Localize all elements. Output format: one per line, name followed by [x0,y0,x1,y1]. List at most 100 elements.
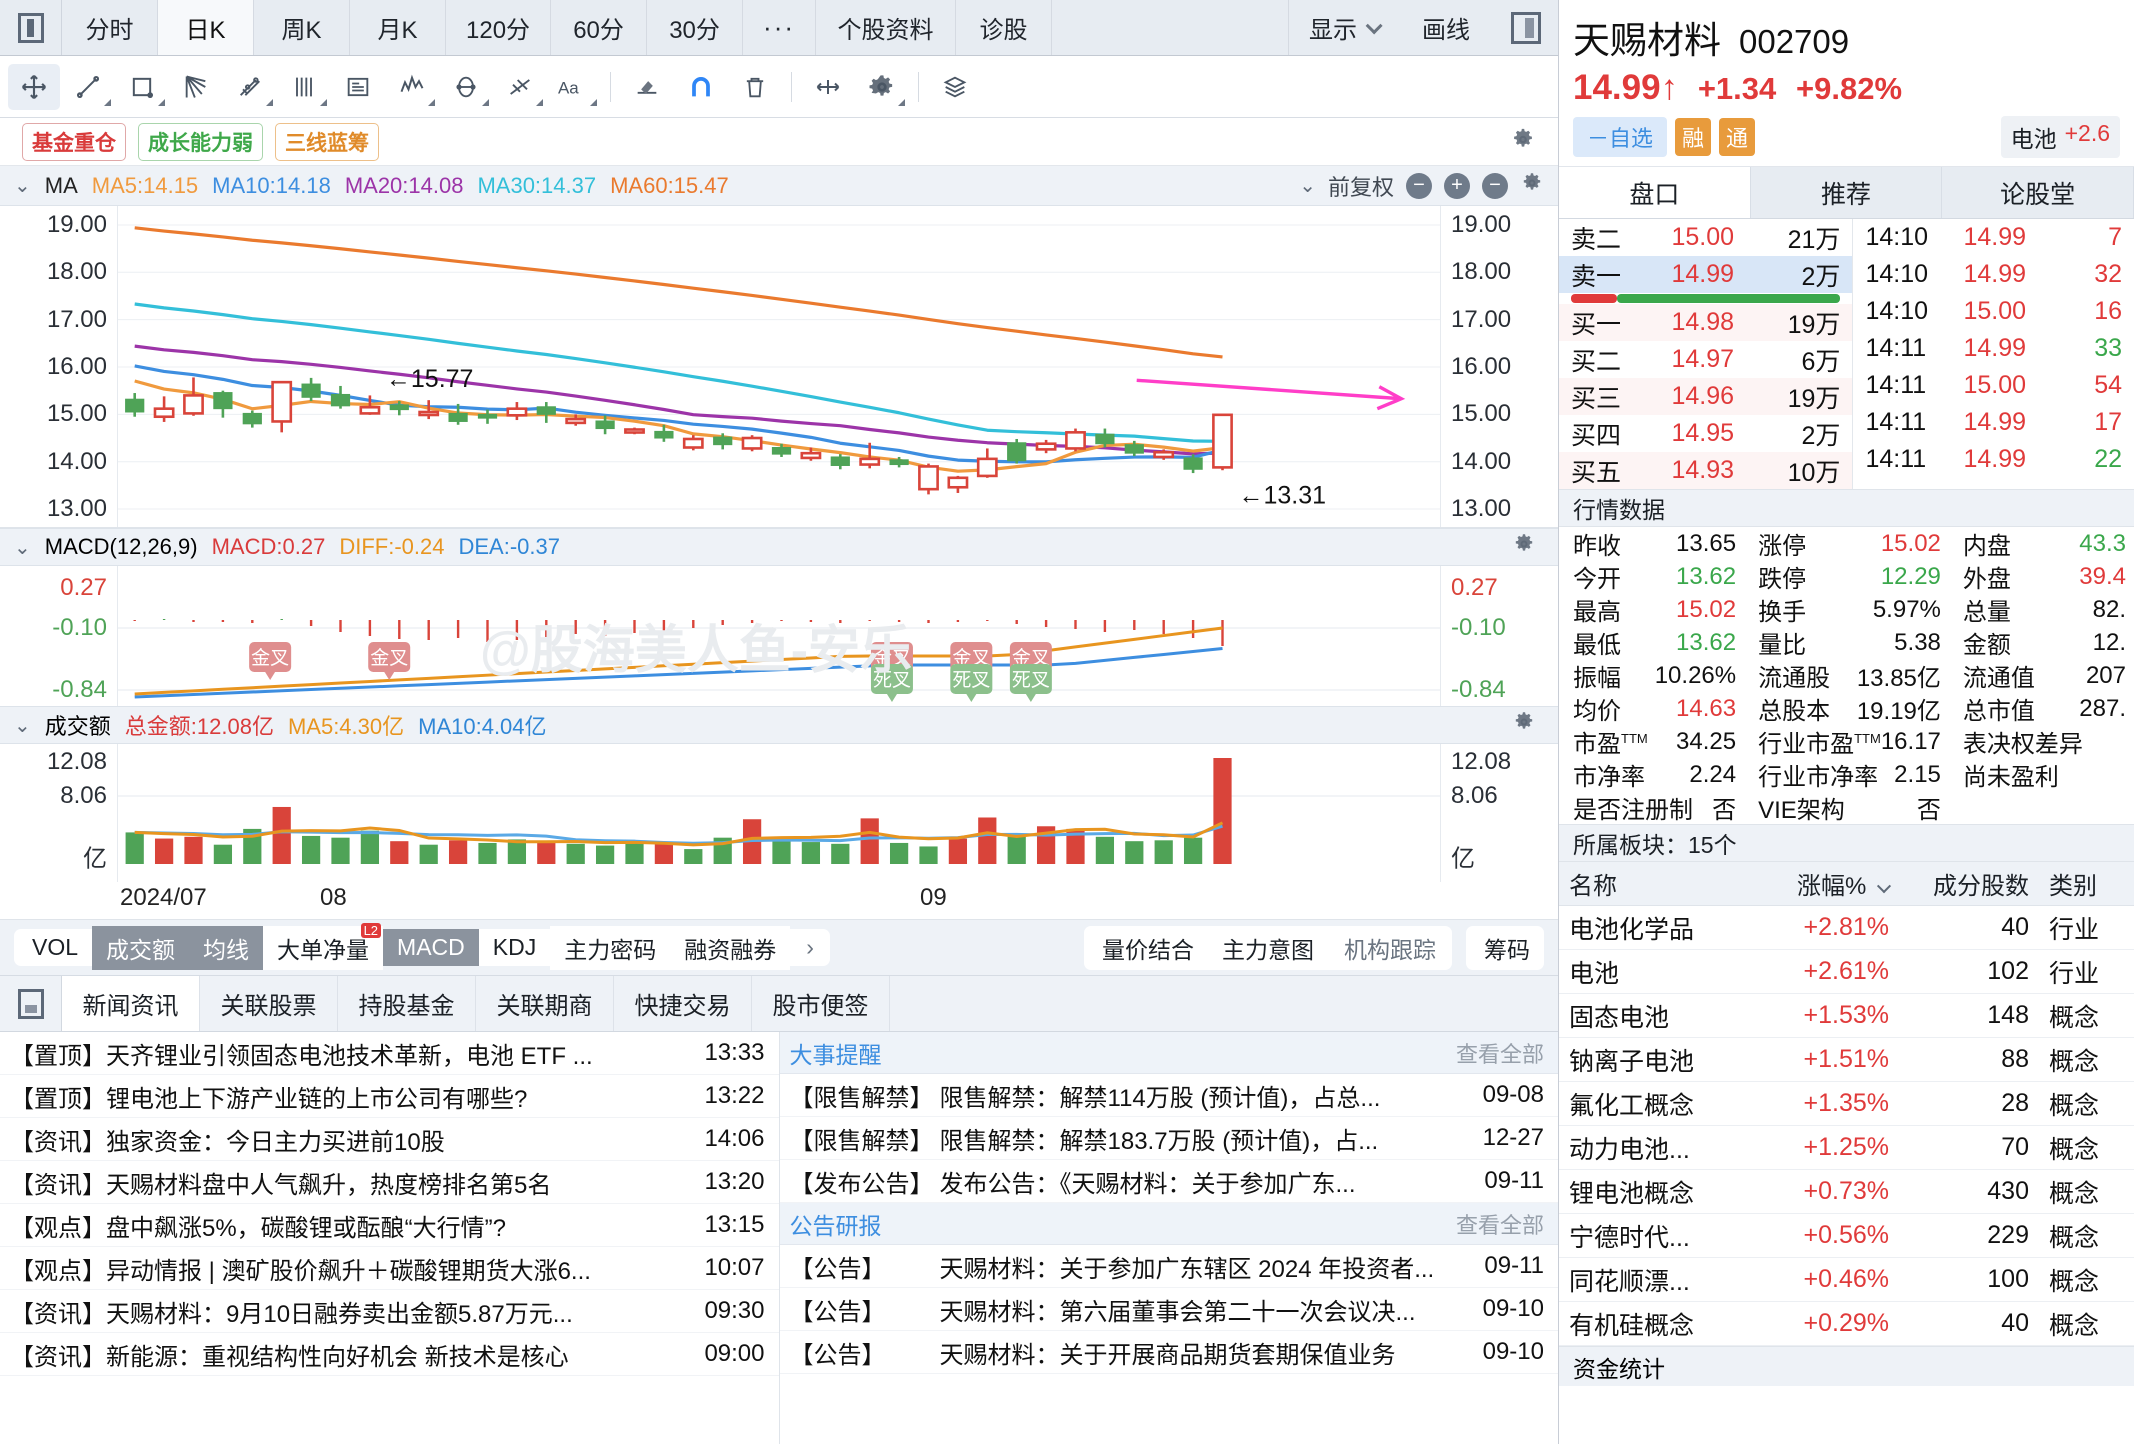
news-row[interactable]: 【限售解禁】 限售解禁：解禁114万股 (预计值)，占总... 09-08 [779,1074,1558,1117]
panel-right-icon[interactable] [1494,11,1558,44]
panel-left-icon[interactable] [0,0,62,55]
orderbook-sell-row[interactable]: 卖一 14.99 2万 [1559,256,1853,293]
news-row[interactable]: 【公告】 天赐材料：关于参加广东辖区 2024 年投资者... 09-11 [779,1245,1558,1288]
orderbook-buy-row[interactable]: 买四 14.95 2万 [1559,415,1853,452]
ellipse-icon[interactable] [440,64,492,110]
news-tab-news[interactable]: 新闻资讯 [62,976,200,1031]
chevron-down-icon[interactable]: ⌄ [14,536,31,559]
news-tab-notes[interactable]: 股市便签 [752,976,890,1031]
horizontal-resize-icon[interactable] [802,64,854,110]
news-row[interactable]: 【资讯】 天赐材料盘中人气飙升，热度榜排名第5名 13:20 [0,1161,779,1204]
price-chart[interactable]: 19.00 18.00 17.00 16.00 15.00 14.00 13.00 19.0… [0,206,1558,528]
parallel-lines-icon[interactable] [278,64,330,110]
period-tab-60min[interactable]: 60分 [551,0,648,55]
indicator-tab-margin[interactable]: 融资融券 [670,925,791,970]
news-row[interactable]: 【公告】 天赐材料：第六届董事会第二十一次会议决... 09-10 [779,1288,1558,1331]
indicator-tab-vol[interactable]: VOL [14,929,93,966]
indicator-tab-volprice[interactable]: 量价结合 [1084,925,1208,970]
news-row[interactable]: 【观点】 异动情报 | 澳矿股价飙升＋碳酸锂期货大涨6... 10:07 [0,1247,779,1290]
orderbook-buy-row[interactable]: 买五 14.93 10万 [1559,452,1853,489]
macd-chart[interactable]: 0.27 -0.10 -0.84 0.27 -0.10 -0.84 金叉 金叉 金叉 金叉 金叉… [0,566,1558,706]
indicator-tab-bigorder[interactable]: 大单净量 L2 [263,922,384,970]
gear-icon[interactable] [1512,532,1536,562]
blocks-col-pct[interactable]: 涨幅% [1749,866,1899,901]
add-to-watchlist-button[interactable]: －自选 [1573,117,1668,157]
news-row[interactable]: 【资讯】 独家资金：今日主力买进前10股 14:06 [0,1118,779,1161]
blocks-row[interactable]: 锂电池概念 +0.73% 430 概念 [1559,1170,2134,1214]
blocks-row[interactable]: 固态电池 +1.53% 148 概念 [1559,994,2134,1038]
indicator-tab-kdj[interactable]: KDJ [478,929,551,966]
blocks-row[interactable]: 钠离子电池 +1.51% 88 概念 [1559,1038,2134,1082]
period-more-icon[interactable]: ··· [743,0,817,55]
tab-diagnose[interactable]: 诊股 [956,0,1053,55]
news-row[interactable]: 【公告】 天赐材料：关于开展商品期货套期保值业务 09-10 [779,1331,1558,1374]
tab-recommend[interactable]: 推荐 [1751,167,1943,218]
indicator-tab-ma[interactable]: 均线 [189,925,264,970]
pitchfork-icon[interactable] [224,64,276,110]
text-aa-icon[interactable]: Aa [548,64,600,110]
chevron-down-icon-adjust[interactable]: ⌄ [1299,175,1316,197]
blocks-row[interactable]: 同花顺漂... +0.46% 100 概念 [1559,1258,2134,1302]
blocks-row[interactable]: 电池化学品 +2.81% 40 行业 [1559,906,2134,950]
collapse-button[interactable]: − [1482,172,1508,199]
trash-icon[interactable] [729,64,781,110]
indicator-tab-chips[interactable]: 筹码 [1466,925,1544,970]
orderbook-buy-row[interactable]: 买一 14.98 19万 [1559,304,1853,341]
eraser-icon[interactable] [621,64,673,110]
indicator-next-icon[interactable]: › [790,929,830,966]
panel-bottom-icon[interactable] [0,976,62,1031]
orderbook-buy-row[interactable]: 买二 14.97 6万 [1559,341,1853,378]
magnet-icon[interactable] [675,64,727,110]
volume-plot[interactable] [118,744,1440,882]
orderbook-buy-row[interactable]: 买三 14.96 19万 [1559,378,1853,415]
tag-fund-heavy[interactable]: 基金重仓 [22,122,126,161]
macd-plot[interactable]: 金叉 金叉 金叉 金叉 金叉 死叉 死叉 死叉 [118,566,1440,706]
tag-bluechip[interactable]: 三线蓝筹 [275,122,379,161]
volume-chart[interactable]: 12.08 8.06 亿 12.08 8.06 亿 [0,744,1558,882]
news-row[interactable]: 【置顶】 锂电池上下游产业链的上市公司有哪些? 13:22 [0,1075,779,1118]
tab-forum[interactable]: 论股堂 [1942,167,2134,218]
blocks-row[interactable]: 有机硅概念 +0.29% 40 概念 [1559,1302,2134,1346]
news-tab-quick-trade[interactable]: 快捷交易 [614,976,752,1031]
text-list-icon[interactable] [332,64,384,110]
zoom-in-button[interactable]: + [1444,172,1470,199]
indicator-tab-institution[interactable]: 机构跟踪 [1328,925,1452,970]
adjust-mode-label[interactable]: 前复权 [1327,174,1394,200]
display-menu[interactable]: 显示 [1289,10,1398,45]
sector-badge[interactable]: 电池 +2.6 [2000,116,2120,158]
news-row[interactable]: 【发布公告】 发布公告：《天赐材料：关于参加广东... 09-11 [779,1160,1558,1203]
news-tab-related-stocks[interactable]: 关联股票 [200,976,338,1031]
news-tab-funds[interactable]: 持股基金 [338,976,476,1031]
gear-icon[interactable] [1520,171,1544,201]
tab-stock-info[interactable]: 个股资料 [816,0,957,55]
period-tab-monthk[interactable]: 月K [350,0,446,55]
news-row[interactable]: 【资讯】 天赐材料：9月10日融券卖出金额5.87万元... 09:30 [0,1290,779,1333]
tag-weak-growth[interactable]: 成长能力弱 [138,122,263,161]
news-row[interactable]: 【限售解禁】 限售解禁：解禁183.7万股 (预计值)，占... 12-27 [779,1117,1558,1160]
indicator-tab-macd[interactable]: MACD [383,929,479,966]
trendline-icon[interactable] [62,64,114,110]
period-tab-dayk[interactable]: 日K [158,0,254,55]
period-tab-120min[interactable]: 120分 [446,0,552,55]
gear-icon[interactable] [1510,126,1536,157]
cross-lines-icon[interactable] [494,64,546,110]
gear-icon[interactable] [1512,710,1536,740]
blocks-row[interactable]: 动力电池... +1.25% 70 概念 [1559,1126,2134,1170]
news-tab-related-futures[interactable]: 关联期商 [476,976,614,1031]
news-row[interactable]: 【置顶】 天齐锂业引领固态电池技术革新，电池 ETF ... 13:33 [0,1032,779,1075]
candlestick-plot[interactable]: ←15.77 ←13.31 [118,206,1440,527]
rectangle-icon[interactable] [116,64,168,110]
indicator-tab-mainforce[interactable]: 主力密码 [550,925,671,970]
chevron-down-icon[interactable]: ⌄ [14,175,31,197]
view-all-link[interactable]: 查看全部 [1455,1041,1544,1067]
zoom-out-button[interactable]: − [1406,172,1432,199]
news-row[interactable]: 【资讯】 新能源：重视结构性向好机会 新技术是核心 09:00 [0,1333,779,1376]
indicator-tab-mainintent[interactable]: 主力意图 [1208,925,1328,970]
orderbook-sell-row[interactable]: 卖二 15.00 21万 [1559,219,1853,256]
gear-icon[interactable] [856,64,908,110]
blocks-row[interactable]: 电池 +2.61% 102 行业 [1559,950,2134,994]
wave-icon[interactable] [386,64,438,110]
indicator-tab-amount[interactable]: 成交额 [92,925,190,970]
news-row[interactable]: 【观点】 盘中飙涨5%，碳酸锂或酝酿“大行情”? 13:15 [0,1204,779,1247]
period-tab-weekk[interactable]: 周K [254,0,350,55]
